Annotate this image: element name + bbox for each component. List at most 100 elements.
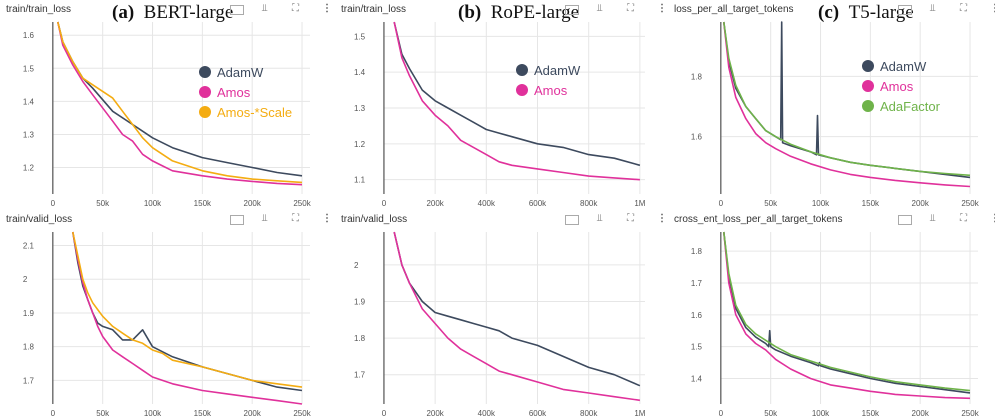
- x-tick-label: 200k: [426, 409, 444, 418]
- chart-title: cross_ent_loss_per_all_target_tokens: [674, 214, 843, 225]
- pin-icon[interactable]: ⫫: [930, 3, 936, 14]
- pin-icon[interactable]: ⫫: [262, 213, 268, 224]
- x-tick-label: 200k: [426, 199, 444, 208]
- fullscreen-icon[interactable]: ⛶: [292, 213, 299, 224]
- plot-svg: 1.4 1.5 1.6 1.7 1.8 0 50k 100k 150k 200k 250k: [691, 231, 980, 418]
- y-tick-label: 1.6: [23, 31, 35, 40]
- more-vert-icon[interactable]: ⋮: [990, 3, 995, 14]
- fullscreen-icon[interactable]: ⛶: [292, 3, 299, 14]
- legend-marker: [199, 86, 211, 98]
- series-line-amos: [723, 21, 971, 188]
- chart-title: train/train_loss: [6, 4, 72, 15]
- x-tick-label: 100k: [812, 199, 830, 208]
- x-tick-label: 0: [719, 409, 724, 418]
- y-tick-label: 1.9: [354, 298, 366, 307]
- y-tick-label: 2.1: [23, 241, 35, 250]
- y-tick-label: 1.4: [691, 375, 703, 384]
- y-tick-label: 1.8: [354, 334, 366, 343]
- pin-icon[interactable]: ⫫: [262, 3, 268, 14]
- series-line-amos-scale: [57, 21, 303, 184]
- legend-label: Amos: [880, 79, 914, 94]
- expand-icon[interactable]: [230, 215, 244, 225]
- fullscreen-icon[interactable]: ⛶: [627, 3, 634, 14]
- x-tick-label: 1M: [634, 199, 645, 208]
- x-tick-label: 0: [719, 199, 724, 208]
- chart-panel-3: loss_per_all_target_tokens ⫫ ⛶ ⋮ 1.6 1.8 0 50k 1…: [668, 0, 995, 209]
- x-tick-label: 100k: [144, 409, 162, 418]
- y-tick-label: 2: [23, 275, 28, 284]
- series-line-adamw: [393, 21, 641, 167]
- more-vert-icon[interactable]: ⋮: [322, 213, 332, 224]
- more-vert-icon[interactable]: ⋮: [322, 3, 332, 14]
- x-tick-label: 50k: [764, 409, 778, 418]
- y-tick-label: 1.3: [23, 130, 35, 139]
- chart-title: train/valid_loss: [6, 214, 73, 225]
- plot-svg: 1.2 1.3 1.4 1.5 1.6 0 50k 100k 150k 200k 250k AdamW…: [23, 21, 312, 208]
- expand-icon[interactable]: [565, 215, 579, 225]
- plot-svg: 1.1 1.2 1.3 1.4 1.5 0 200k 400k 600k 800k 1M AdamW A…: [354, 21, 646, 208]
- y-tick-label: 1.4: [354, 68, 366, 77]
- more-vert-icon[interactable]: ⋮: [657, 3, 667, 14]
- expand-icon[interactable]: [230, 5, 244, 15]
- y-tick-label: 1.5: [354, 32, 366, 41]
- y-tick-label: 1.6: [691, 133, 703, 142]
- pin-icon[interactable]: ⫫: [597, 3, 603, 14]
- legend-label: Amos: [217, 85, 251, 100]
- chart-panel-2: train/train_loss ⫫ ⛶ ⋮ 1.1 1.2 1.3 1.4 1.5 0 200k 4…: [335, 0, 667, 209]
- x-tick-label: 200k: [912, 199, 930, 208]
- legend-label: Amos: [534, 83, 568, 98]
- plot-svg: 1.6 1.8 0 50k 100k 150k 200k 250k AdamW Amos AdaFa…: [691, 21, 980, 208]
- y-tick-label: 1.8: [691, 72, 703, 81]
- fullscreen-icon[interactable]: ⛶: [627, 213, 634, 224]
- chart-panel-6: cross_ent_loss_per_all_target_tokens ⫫ ⛶ ⋮ 1…: [668, 210, 995, 419]
- plot-svg: 1.7 1.8 1.9 2 2.1 0 50k 100k 150k 200k 250k: [23, 231, 312, 418]
- x-tick-label: 150k: [862, 199, 880, 208]
- legend-marker: [516, 64, 528, 76]
- more-vert-icon[interactable]: ⋮: [657, 213, 667, 224]
- legend-label: AdamW: [534, 63, 581, 78]
- x-tick-label: 250k: [293, 409, 311, 418]
- legend-marker: [199, 106, 211, 118]
- chart-panel-1: train/train_loss ⫫ ⛶ ⋮ 1.2 1.3 1.4 1.5 1.6 0 50k 10…: [0, 0, 332, 209]
- fullscreen-icon[interactable]: ⛶: [960, 213, 967, 224]
- x-tick-label: 250k: [961, 409, 979, 418]
- heading-a: (a) BERT-large: [112, 2, 234, 23]
- x-tick-label: 0: [382, 409, 387, 418]
- chart-panel-4: train/valid_loss ⫫ ⛶ ⋮ 1.7 1.8 1.9 2 2.1 0 50k 100k…: [0, 210, 332, 419]
- legend-label: AdamW: [217, 65, 264, 80]
- chart-title: loss_per_all_target_tokens: [674, 4, 794, 15]
- more-vert-icon[interactable]: ⋮: [990, 213, 995, 224]
- x-tick-label: 150k: [194, 199, 212, 208]
- expand-icon[interactable]: [898, 5, 912, 15]
- pin-icon[interactable]: ⫫: [930, 213, 936, 224]
- x-tick-label: 800k: [580, 199, 598, 208]
- y-tick-label: 1.6: [691, 311, 703, 320]
- y-tick-label: 2: [354, 261, 359, 270]
- chart-title: train/train_loss: [341, 4, 407, 15]
- fullscreen-icon[interactable]: ⛶: [960, 3, 967, 14]
- pin-icon[interactable]: ⫫: [597, 213, 603, 224]
- y-tick-label: 1.7: [691, 279, 703, 288]
- y-tick-label: 1.1: [354, 176, 366, 185]
- legend-label: AdaFactor: [880, 99, 941, 114]
- series-line-adamw: [723, 231, 971, 394]
- expand-icon[interactable]: [565, 5, 579, 15]
- x-tick-label: 50k: [96, 409, 110, 418]
- chart-panel-5: train/valid_loss ⫫ ⛶ ⋮ 1.7 1.8 1.9 2 0 200k 400k 60…: [335, 210, 667, 419]
- chart-title: train/valid_loss: [341, 214, 408, 225]
- expand-icon[interactable]: [898, 215, 912, 225]
- series-line-adamw: [57, 21, 303, 177]
- y-tick-label: 1.7: [354, 371, 366, 380]
- x-tick-label: 100k: [812, 409, 830, 418]
- x-tick-label: 50k: [96, 199, 110, 208]
- y-tick-label: 1.5: [691, 343, 703, 352]
- series-line-amos: [57, 21, 303, 186]
- y-tick-label: 1.2: [354, 140, 366, 149]
- x-tick-label: 250k: [961, 199, 979, 208]
- x-tick-label: 100k: [144, 199, 162, 208]
- x-tick-label: 0: [382, 199, 387, 208]
- series-line-amos: [72, 231, 303, 405]
- x-tick-label: 600k: [529, 199, 547, 208]
- series-line-amos-scale: [72, 231, 303, 388]
- x-tick-label: 150k: [194, 409, 212, 418]
